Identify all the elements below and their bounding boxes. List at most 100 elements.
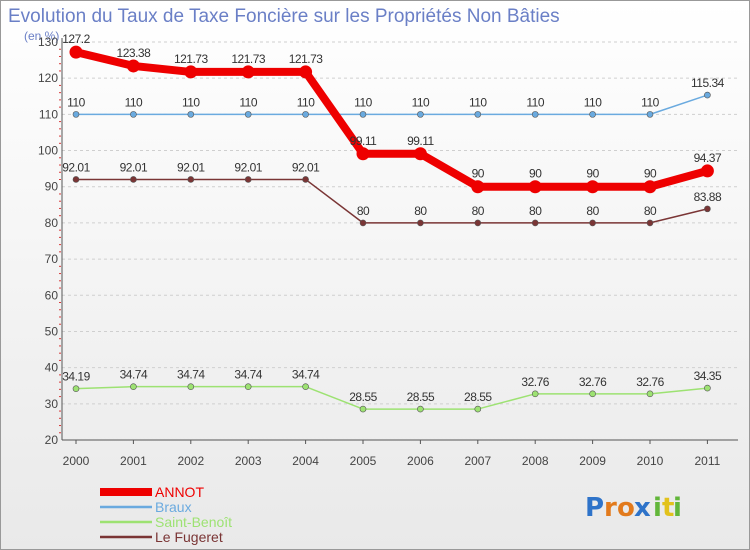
x-tick-label: 2007 <box>464 454 491 468</box>
series-line-3 <box>76 178 708 224</box>
data-label: 121.73 <box>231 52 266 66</box>
data-point <box>474 405 482 413</box>
logo-letter: r <box>604 493 617 523</box>
data-point <box>417 219 424 227</box>
data-point <box>643 180 657 194</box>
data-label: 92.01 <box>292 160 320 174</box>
legend-label: Le Fugeret <box>155 529 223 545</box>
data-label: 28.55 <box>407 390 435 404</box>
data-label: 34.74 <box>177 368 205 382</box>
data-point <box>646 111 654 118</box>
data-point <box>302 383 309 390</box>
data-label: 92.01 <box>120 160 148 174</box>
data-point <box>413 147 427 161</box>
data-label: 28.55 <box>349 390 377 404</box>
data-point <box>704 384 711 392</box>
data-label: 110 <box>469 95 487 109</box>
data-point <box>528 180 542 194</box>
data-point <box>244 176 252 183</box>
data-label: 32.76 <box>636 375 664 389</box>
unit-label: (en %) <box>24 29 59 43</box>
data-label: 92.01 <box>177 160 205 174</box>
data-label: 121.73 <box>174 52 209 66</box>
x-tick-label: 2010 <box>637 454 664 468</box>
data-point <box>130 383 137 390</box>
data-label: 90 <box>586 167 599 181</box>
legend-label: Saint-Benoît <box>155 514 232 530</box>
data-label: 110 <box>584 95 602 109</box>
data-point <box>646 390 654 398</box>
chart-title: Evolution du Taux de Taxe Foncière sur l… <box>8 6 560 27</box>
logo-letter: P <box>585 493 604 523</box>
logo-letter: t <box>662 493 674 523</box>
y-tick-label: 70 <box>45 252 59 266</box>
data-point <box>69 45 83 59</box>
data-point <box>359 219 367 227</box>
data-label: 110 <box>526 95 544 109</box>
data-point <box>586 180 600 194</box>
x-tick-label: 2001 <box>120 454 147 468</box>
logo-letter: i <box>653 493 662 523</box>
data-point <box>241 65 255 79</box>
data-point <box>589 390 596 398</box>
data-point <box>704 205 711 213</box>
data-point <box>72 385 80 392</box>
data-point <box>359 111 367 118</box>
data-label: 34.19 <box>62 370 90 384</box>
x-tick-label: 2005 <box>350 454 377 468</box>
data-point <box>474 219 482 227</box>
series-line-2 <box>75 385 708 410</box>
data-label: 110 <box>239 95 257 109</box>
data-point <box>187 176 195 183</box>
y-tick-label: 30 <box>45 397 59 411</box>
data-label: 32.76 <box>579 375 607 389</box>
data-point <box>646 219 654 227</box>
x-tick-label: 2003 <box>235 454 262 468</box>
data-point <box>531 219 539 227</box>
data-label: 110 <box>641 95 659 109</box>
data-point <box>184 65 198 79</box>
data-point <box>531 390 539 398</box>
data-label: 80 <box>414 204 427 218</box>
data-point <box>244 111 252 118</box>
data-label: 34.74 <box>120 368 148 382</box>
series-line-0 <box>75 48 709 191</box>
data-label: 90 <box>644 167 657 181</box>
data-point <box>471 180 485 194</box>
y-tick-label: 20 <box>45 433 59 447</box>
data-label: 80 <box>644 204 657 218</box>
data-point <box>299 65 313 79</box>
x-tick-label: 2000 <box>63 454 90 468</box>
data-label: 110 <box>125 95 143 109</box>
data-point <box>72 111 80 118</box>
axes: 20 30 40 50 60 70 80 90 100 110 120 130 2000 2001 2002… <box>38 35 738 468</box>
data-label: 80 <box>357 204 370 218</box>
data-label: 110 <box>412 95 430 109</box>
data-point <box>187 111 195 118</box>
data-point <box>126 59 140 73</box>
y-tick-label: 60 <box>45 288 59 302</box>
data-label: 90 <box>529 167 542 181</box>
y-tick-label: 50 <box>45 324 59 338</box>
x-tick-label: 2006 <box>407 454 434 468</box>
data-point <box>417 405 424 413</box>
logo-letter: i <box>673 493 682 523</box>
data-point <box>356 147 370 161</box>
data-label: 90 <box>472 167 485 181</box>
data-label: 80 <box>472 204 485 218</box>
data-label: 80 <box>586 204 599 218</box>
data-point <box>589 219 596 227</box>
legend-label: Braux <box>155 499 192 515</box>
data-point <box>302 176 309 183</box>
data-point <box>187 383 195 390</box>
data-label: 121.73 <box>289 52 324 66</box>
y-tick-label: 120 <box>38 71 58 85</box>
data-point <box>359 405 367 413</box>
data-label: 34.74 <box>234 368 262 382</box>
data-label: 92.01 <box>234 160 262 174</box>
series-lines: 110 110 110 110 110 110 110 110 110 110 110 115.34 3… <box>62 32 725 413</box>
data-point <box>302 111 309 118</box>
logo-letter: x <box>634 493 651 523</box>
